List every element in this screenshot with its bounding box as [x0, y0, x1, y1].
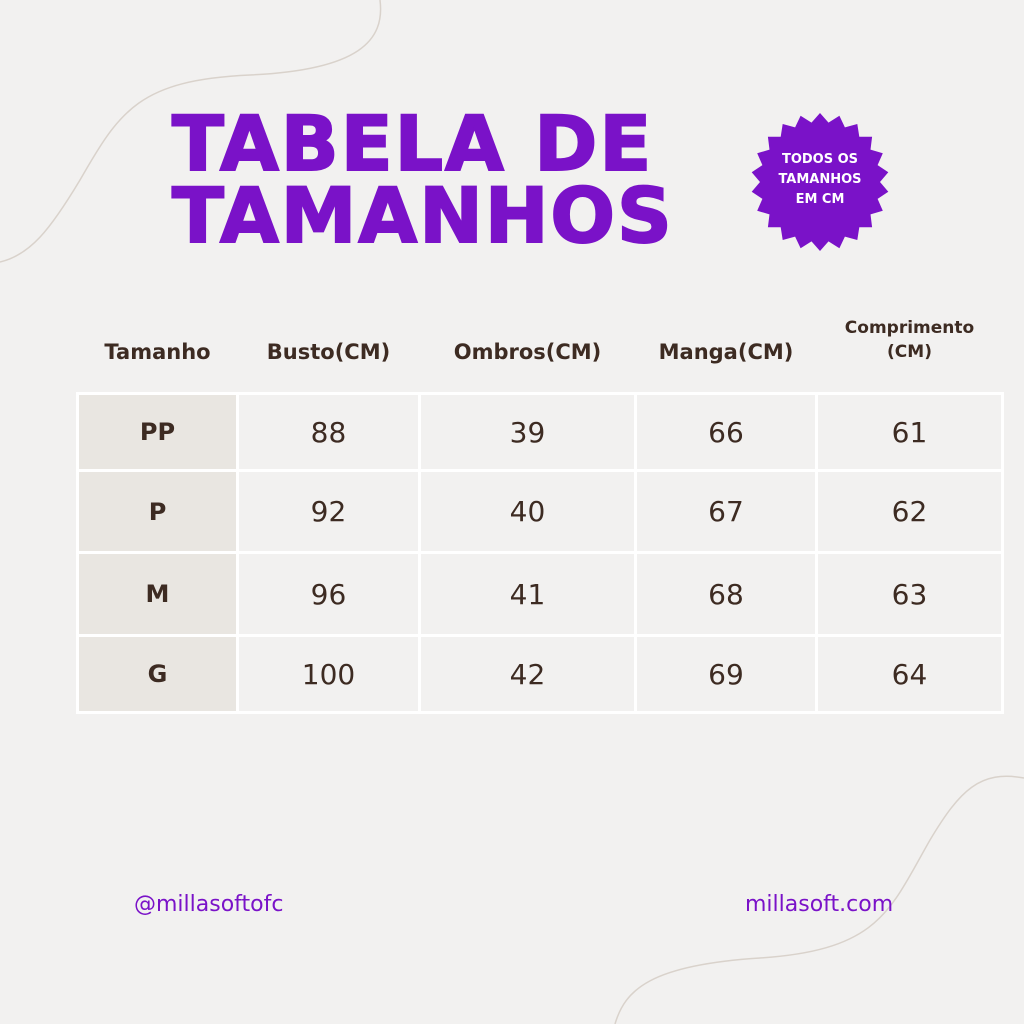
measure-cell: 41 [418, 551, 637, 637]
size-table: Tamanho Busto(CM) Ombros(CM) Manga(CM) Compr… [76, 312, 1004, 714]
measure-cell: 63 [815, 551, 1004, 637]
badge-line: TAMANHOS [778, 172, 862, 187]
badge-text: TODOS OS TAMANHOS EM CM [750, 150, 890, 210]
measure-cell: 100 [236, 634, 421, 714]
table-row: PP 88 39 66 61 [76, 392, 1004, 472]
instagram: @millasoftofc [134, 892, 284, 917]
title: TABELA DE TAMANHOS [171, 99, 674, 260]
table-row: G 100 42 69 64 [76, 634, 1004, 714]
measure-cell: 68 [634, 551, 818, 637]
size-cell: P [76, 469, 239, 554]
title-line: TAMANHOS [171, 171, 674, 260]
badge-line: EM CM [795, 192, 845, 207]
column-header: Manga(CM) [658, 340, 794, 364]
size-cell: PP [76, 392, 239, 472]
badge-line: TODOS OS [781, 152, 859, 167]
size-cell: M [76, 551, 239, 637]
table-row: M 96 41 68 63 [76, 551, 1004, 637]
badge [751, 113, 889, 251]
column-header: Tamanho [104, 340, 211, 364]
title-line: TABELA DE [171, 99, 654, 188]
header-row: Tamanho Busto(CM) Ombros(CM) Manga(CM) Compr… [78, 312, 1003, 394]
column-header: Ombros(CM) [453, 340, 602, 364]
column-header: Busto(CM) [266, 340, 391, 364]
measure-cell: 92 [236, 469, 421, 554]
measure-cell: 67 [634, 469, 818, 554]
size-cell: G [76, 634, 239, 714]
column-header: Comprimento (CM) [844, 318, 975, 362]
measure-cell: 88 [236, 392, 421, 472]
measure-cell: 66 [634, 392, 818, 472]
measure-cell: 69 [634, 634, 818, 714]
table-row: P 92 40 67 62 [76, 469, 1004, 554]
measure-cell: 96 [236, 551, 421, 637]
measure-cell: 42 [418, 634, 637, 714]
measure-cell: 62 [815, 469, 1004, 554]
measure-cell: 64 [815, 634, 1004, 714]
measure-cell: 61 [815, 392, 1004, 472]
measure-cell: 39 [418, 392, 637, 472]
measure-cell: 40 [418, 469, 637, 554]
website: millasoft.com [745, 892, 894, 917]
